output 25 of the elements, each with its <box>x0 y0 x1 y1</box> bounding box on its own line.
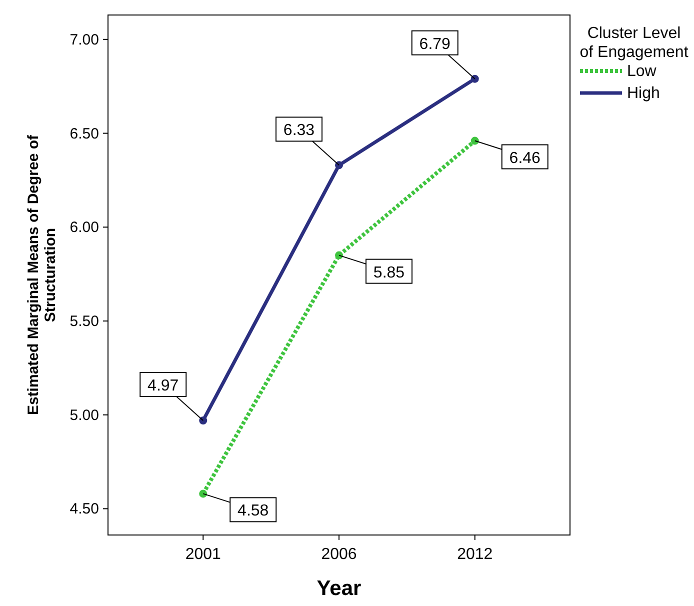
y-tick-label: 6.00 <box>70 219 99 236</box>
point <box>335 161 343 170</box>
legend-label: Low <box>627 63 657 80</box>
x-axis-title: Year <box>316 577 362 600</box>
legend-title: Cluster Level of Engagement <box>580 25 689 61</box>
data-label: 6.46 <box>509 150 541 167</box>
data-label: 4.58 <box>238 502 269 520</box>
data-label: 4.97 <box>148 377 179 394</box>
y-tick-label: 7.00 <box>70 31 99 48</box>
point <box>199 416 208 424</box>
y-tick-label: 6.50 <box>70 125 99 142</box>
x-tick-label: 2006 <box>321 546 357 563</box>
data-label: 6.79 <box>419 36 451 53</box>
data-label: 6.33 <box>283 122 315 140</box>
y-tick-label: 5.50 <box>70 312 99 330</box>
x-tick-label: 2001 <box>185 546 222 563</box>
x-tick-label: 2012 <box>457 546 493 563</box>
y-tick-label: 4.50 <box>70 500 99 518</box>
y-tick-label: 5.00 <box>70 406 99 424</box>
point <box>335 251 343 260</box>
data-label: 5.85 <box>373 264 405 282</box>
legend-label: High <box>627 85 660 102</box>
point <box>199 490 208 498</box>
point <box>470 74 479 83</box>
y-axis-title: Estimated Marginal Means of Degree of Structuration <box>25 134 59 416</box>
